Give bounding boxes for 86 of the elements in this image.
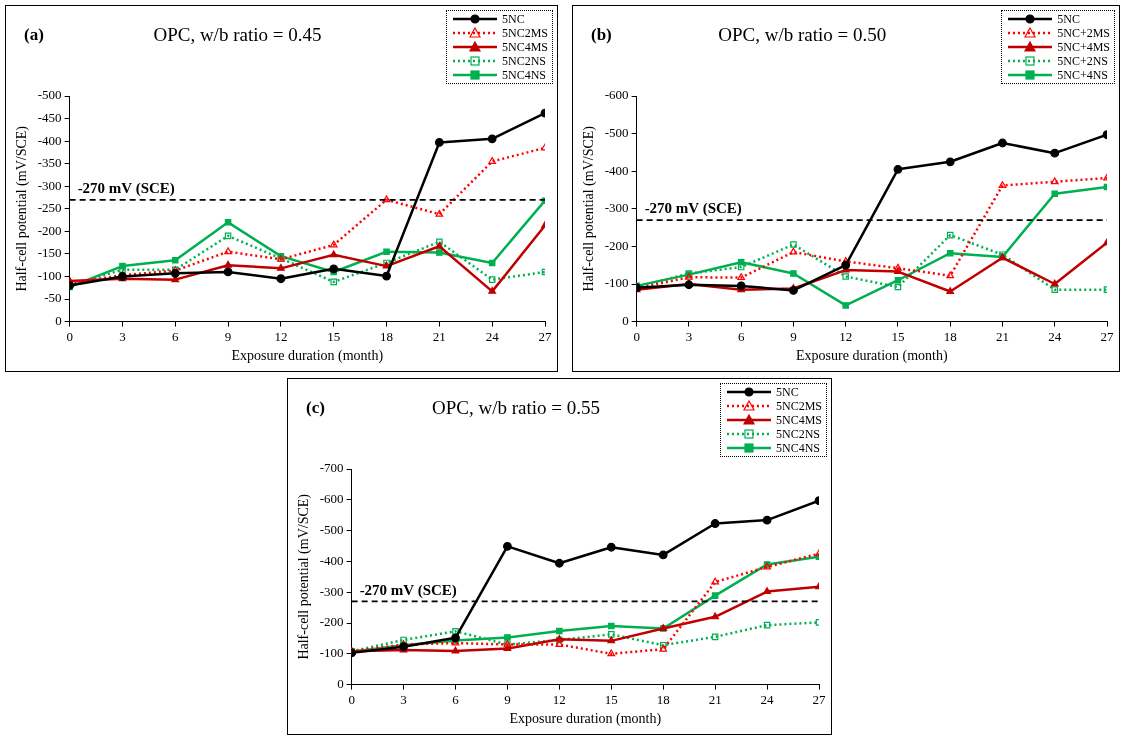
y-tick-label: -500 — [319, 522, 344, 538]
y-tick-label: -400 — [37, 132, 62, 148]
x-tick-label: 9 — [504, 691, 511, 707]
y-tick-label: -100 — [37, 267, 62, 283]
x-tick-label: 27 — [812, 691, 826, 707]
y-tick-label: -50 — [44, 290, 62, 306]
ref-line-label: -270 mV (SCE) — [359, 581, 457, 599]
x-tick-label: 18 — [943, 328, 957, 344]
y-tick-label: -450 — [37, 109, 62, 125]
x-tick-label: 27 — [538, 328, 552, 344]
legend-label: 5NC+4NS — [1057, 68, 1108, 82]
legend-label: 5NC4MS — [775, 413, 822, 427]
x-tick-label: 18 — [380, 328, 394, 344]
ref-line-label: -270 mV (SCE) — [644, 200, 742, 218]
x-tick-label: 3 — [685, 328, 693, 344]
legend-label: 5NC2MS — [775, 399, 822, 413]
y-tick-label: -200 — [319, 614, 344, 630]
y-tick-label: -500 — [604, 125, 629, 141]
y-axis-title: Half-cell potential (mV/SCE) — [14, 125, 31, 292]
y-tick-label: -700 — [319, 460, 344, 476]
x-tick-label: 15 — [604, 691, 618, 707]
chart-title: OPC, w/b ratio = 0.55 — [432, 396, 601, 418]
x-tick-label: 24 — [760, 691, 775, 707]
y-tick-label: -250 — [37, 200, 62, 216]
y-tick-label: 0 — [337, 676, 344, 692]
ref-line-label: -270 mV (SCE) — [77, 180, 175, 198]
x-tick-label: 6 — [172, 328, 180, 344]
legend-label: 5NC2NS — [501, 54, 546, 68]
y-tick-label: -500 — [37, 87, 62, 103]
chart-title: OPC, w/b ratio = 0.50 — [718, 23, 887, 45]
y-axis-title: Half-cell potential (mV/SCE) — [581, 125, 598, 292]
y-tick-label: -400 — [604, 162, 629, 178]
legend-label: 5NC — [501, 12, 525, 26]
legend-label: 5NC+2NS — [1057, 54, 1108, 68]
y-tick-label: -300 — [604, 200, 629, 216]
x-tick-label: 21 — [708, 691, 722, 707]
y-tick-label: -150 — [37, 245, 62, 261]
x-tick-label: 15 — [891, 328, 905, 344]
y-tick-label: -300 — [37, 177, 62, 193]
y-tick-label: -600 — [319, 491, 344, 507]
x-tick-label: 0 — [348, 691, 355, 707]
y-tick-label: -200 — [604, 237, 629, 253]
y-tick-label: -200 — [37, 222, 62, 238]
y-axis-title: Half-cell potential (mV/SCE) — [296, 493, 313, 660]
y-tick-label: -600 — [604, 87, 629, 103]
legend-label: 5NC2NS — [775, 427, 820, 441]
x-tick-label: 21 — [432, 328, 446, 344]
y-tick-label: -300 — [319, 583, 344, 599]
x-tick-label: 27 — [1100, 328, 1114, 344]
x-tick-label: 15 — [327, 328, 341, 344]
y-tick-label: -100 — [319, 645, 344, 661]
y-tick-label: -100 — [604, 275, 629, 291]
y-tick-label: 0 — [55, 313, 62, 329]
x-tick-label: 12 — [274, 328, 288, 344]
legend-label: 5NC4MS — [501, 40, 548, 54]
x-tick-label: 6 — [737, 328, 745, 344]
text: (c) — [306, 398, 325, 418]
y-tick-label: -350 — [37, 155, 62, 171]
x-tick-label: 21 — [995, 328, 1009, 344]
x-tick-label: 9 — [790, 328, 797, 344]
text: (b) — [591, 25, 612, 45]
legend-label: 5NC+2MS — [1057, 26, 1110, 40]
chart-title: OPC, w/b ratio = 0.45 — [153, 23, 322, 45]
x-tick-label: 24 — [485, 328, 500, 344]
x-axis-title: Exposure duration (month) — [509, 711, 662, 728]
x-tick-label: 0 — [633, 328, 640, 344]
x-tick-label: 12 — [552, 691, 566, 707]
x-tick-label: 12 — [839, 328, 853, 344]
x-tick-label: 18 — [656, 691, 670, 707]
x-tick-label: 3 — [400, 691, 407, 707]
legend-label: 5NC+4MS — [1057, 40, 1110, 54]
y-tick-label: -400 — [319, 552, 344, 568]
x-tick-label: 24 — [1048, 328, 1062, 344]
x-axis-title: Exposure duration (month) — [231, 348, 384, 365]
text: (a) — [24, 25, 44, 45]
legend-label: 5NC4NS — [501, 68, 546, 82]
x-tick-label: 3 — [119, 328, 126, 344]
legend-label: 5NC2MS — [501, 26, 548, 40]
x-tick-label: 9 — [224, 328, 232, 344]
y-tick-label: 0 — [622, 313, 629, 329]
legend-label: 5NC4NS — [775, 441, 820, 455]
x-tick-label: 6 — [452, 691, 460, 707]
x-tick-label: 0 — [66, 328, 73, 344]
legend-label: 5NC — [1057, 12, 1080, 26]
legend-label: 5NC — [775, 385, 799, 399]
x-axis-title: Exposure duration (month) — [795, 348, 948, 365]
